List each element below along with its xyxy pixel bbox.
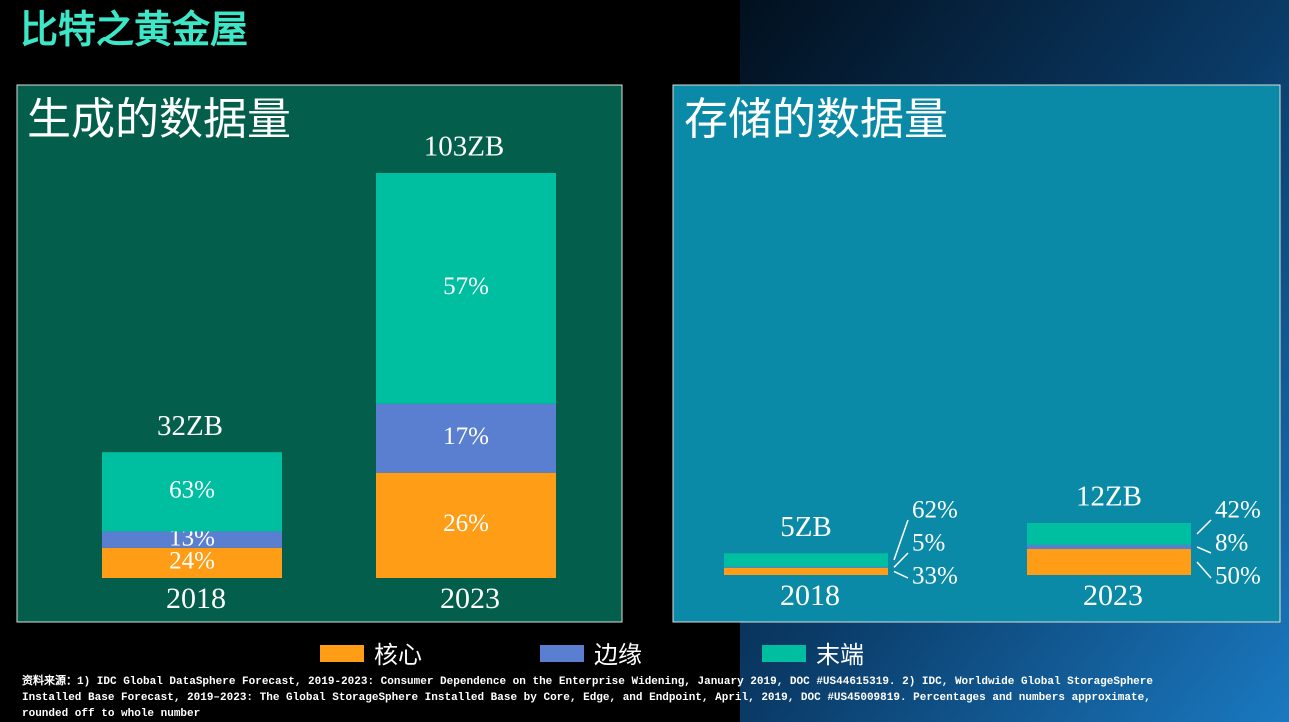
legend-label: 核心 bbox=[374, 641, 422, 669]
total-label: 5ZB bbox=[780, 511, 832, 543]
page-title: 比特之黄金屋 bbox=[20, 8, 248, 52]
bar-segment bbox=[1027, 549, 1191, 575]
value-label: 50% bbox=[1215, 563, 1261, 590]
bar-segment bbox=[376, 173, 556, 404]
value-label: 26% bbox=[443, 510, 489, 537]
bar-segment bbox=[376, 472, 556, 578]
bar-segment bbox=[102, 452, 282, 532]
value-label: 63% bbox=[169, 477, 215, 504]
leader-line bbox=[1196, 561, 1212, 579]
total-label: 32ZB bbox=[157, 410, 223, 442]
leader-line bbox=[893, 570, 909, 579]
bar-segment bbox=[102, 531, 282, 548]
legend-swatch bbox=[320, 645, 364, 662]
bar-segment bbox=[1027, 544, 1191, 549]
value-label: 57% bbox=[443, 273, 489, 300]
bar-segment bbox=[1027, 523, 1191, 545]
value-label: 8% bbox=[1215, 530, 1248, 557]
value-label: 5% bbox=[912, 530, 945, 557]
value-label: 62% bbox=[912, 497, 958, 524]
value-label: 24% bbox=[169, 548, 215, 575]
total-label: 103ZB bbox=[424, 131, 505, 163]
chart-title: 存储的数据量 bbox=[684, 94, 948, 145]
x-tick-label: 2018 bbox=[166, 582, 226, 615]
bar-segment bbox=[724, 566, 888, 568]
total-label: 12ZB bbox=[1076, 481, 1142, 513]
leader-line bbox=[1196, 519, 1212, 535]
footnote: 资料来源：1) IDC Global DataSphere Forecast, … bbox=[22, 676, 1153, 720]
value-label: 42% bbox=[1215, 497, 1261, 524]
x-tick-label: 2018 bbox=[780, 579, 840, 612]
bar-segment bbox=[724, 553, 888, 567]
leader-line bbox=[893, 519, 909, 561]
legend-label: 末端 bbox=[816, 641, 864, 669]
legend-swatch bbox=[762, 645, 806, 662]
bar-segment bbox=[102, 547, 282, 578]
leader-line bbox=[1196, 546, 1212, 554]
x-tick-label: 2023 bbox=[440, 582, 500, 615]
legend-swatch bbox=[540, 645, 584, 662]
value-label: 33% bbox=[912, 563, 958, 590]
chart-title: 生成的数据量 bbox=[27, 94, 291, 145]
bar-segment bbox=[376, 403, 556, 473]
legend-label: 边缘 bbox=[594, 641, 642, 669]
x-tick-label: 2023 bbox=[1083, 579, 1143, 612]
bar-segment bbox=[724, 567, 888, 575]
value-label: 17% bbox=[443, 423, 489, 450]
leader-line bbox=[893, 552, 909, 568]
